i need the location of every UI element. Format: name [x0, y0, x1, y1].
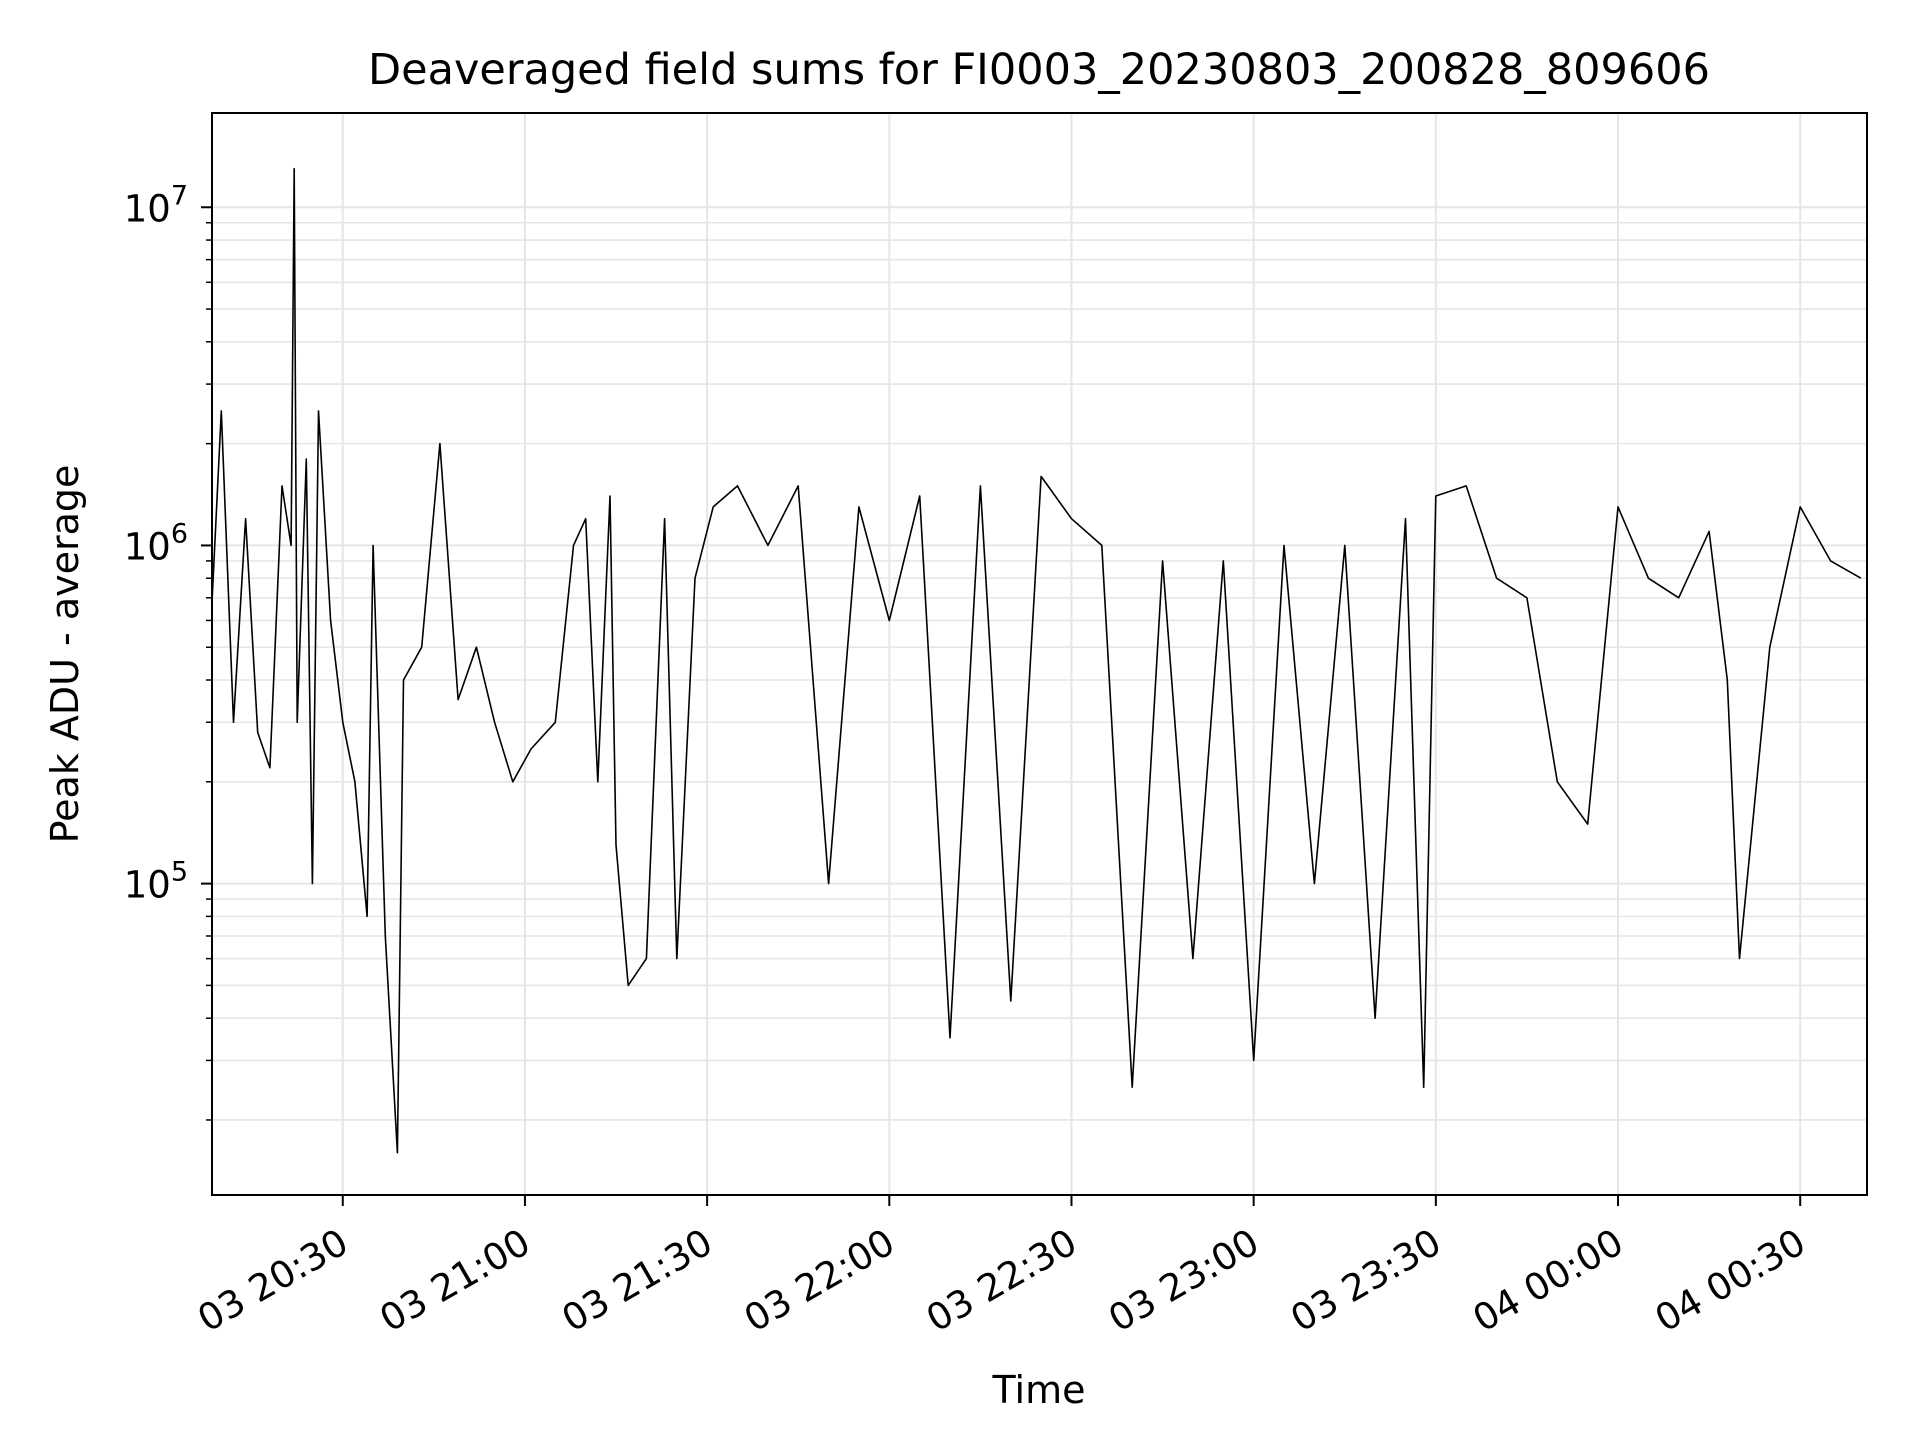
plot-area [211, 167, 1862, 1154]
data-series-line [211, 167, 1862, 1154]
y-tick-exponent: 5 [171, 857, 188, 888]
y-tick-base: 10 [124, 864, 171, 907]
y-tick-label: 106 [124, 518, 188, 568]
y-tick-label: 105 [124, 857, 188, 907]
y-tick-base: 10 [124, 525, 171, 568]
x-axis-label: Time [992, 1368, 1086, 1412]
grid [212, 113, 1867, 1195]
y-tick-exponent: 7 [171, 180, 188, 211]
y-axis-label: Peak ADU - average [43, 465, 87, 844]
y-tick-base: 10 [124, 187, 171, 230]
y-tick-exponent: 6 [171, 518, 188, 549]
plot-frame [211, 112, 1868, 1196]
chart-title: Deaveraged field sums for FI0003_2023080… [368, 45, 1710, 95]
y-tick-label: 107 [124, 180, 188, 230]
